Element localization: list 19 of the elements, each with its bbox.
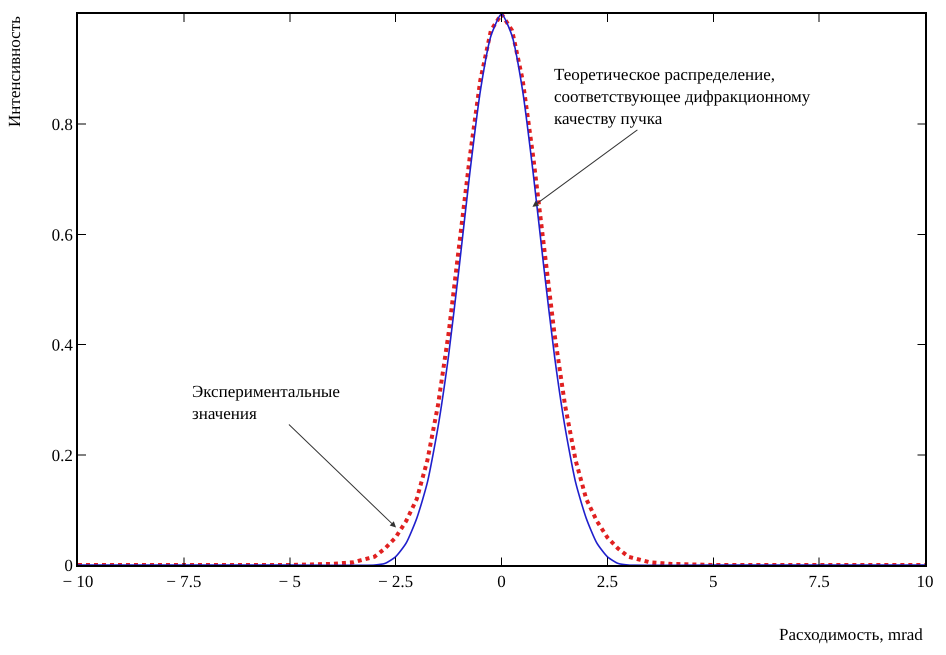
x-tick-label: 10 [916, 572, 934, 592]
x-tick-label: 7.5 [808, 572, 830, 592]
x-axis-title: Расходимость, mrad [779, 625, 924, 644]
annotation: Теоретическое распределение, соответствующее дифракционному качеству пучка [554, 65, 811, 128]
x-tick-label: − 2.5 [378, 572, 414, 592]
x-tick-label: − 7.5 [166, 572, 202, 592]
x-tick-label: − 5 [278, 572, 301, 592]
x-tick-label: − 10 [62, 572, 94, 592]
line-series [78, 14, 925, 565]
x-tick-label: 2.5 [596, 572, 618, 592]
x-tick-label: 5 [709, 572, 718, 592]
y-tick-label: 0 [64, 556, 73, 575]
y-tick-label: 0.2 [52, 446, 73, 465]
x-tick-label: 0 [497, 572, 506, 592]
y-tick-label: 0.8 [52, 115, 73, 134]
y-tick-label: 0.4 [52, 336, 74, 355]
y-tick-label: 0.6 [52, 225, 73, 244]
annotation: Экспериментальные значения [192, 382, 340, 424]
y-axis-title: Интенсивность [4, 16, 24, 127]
